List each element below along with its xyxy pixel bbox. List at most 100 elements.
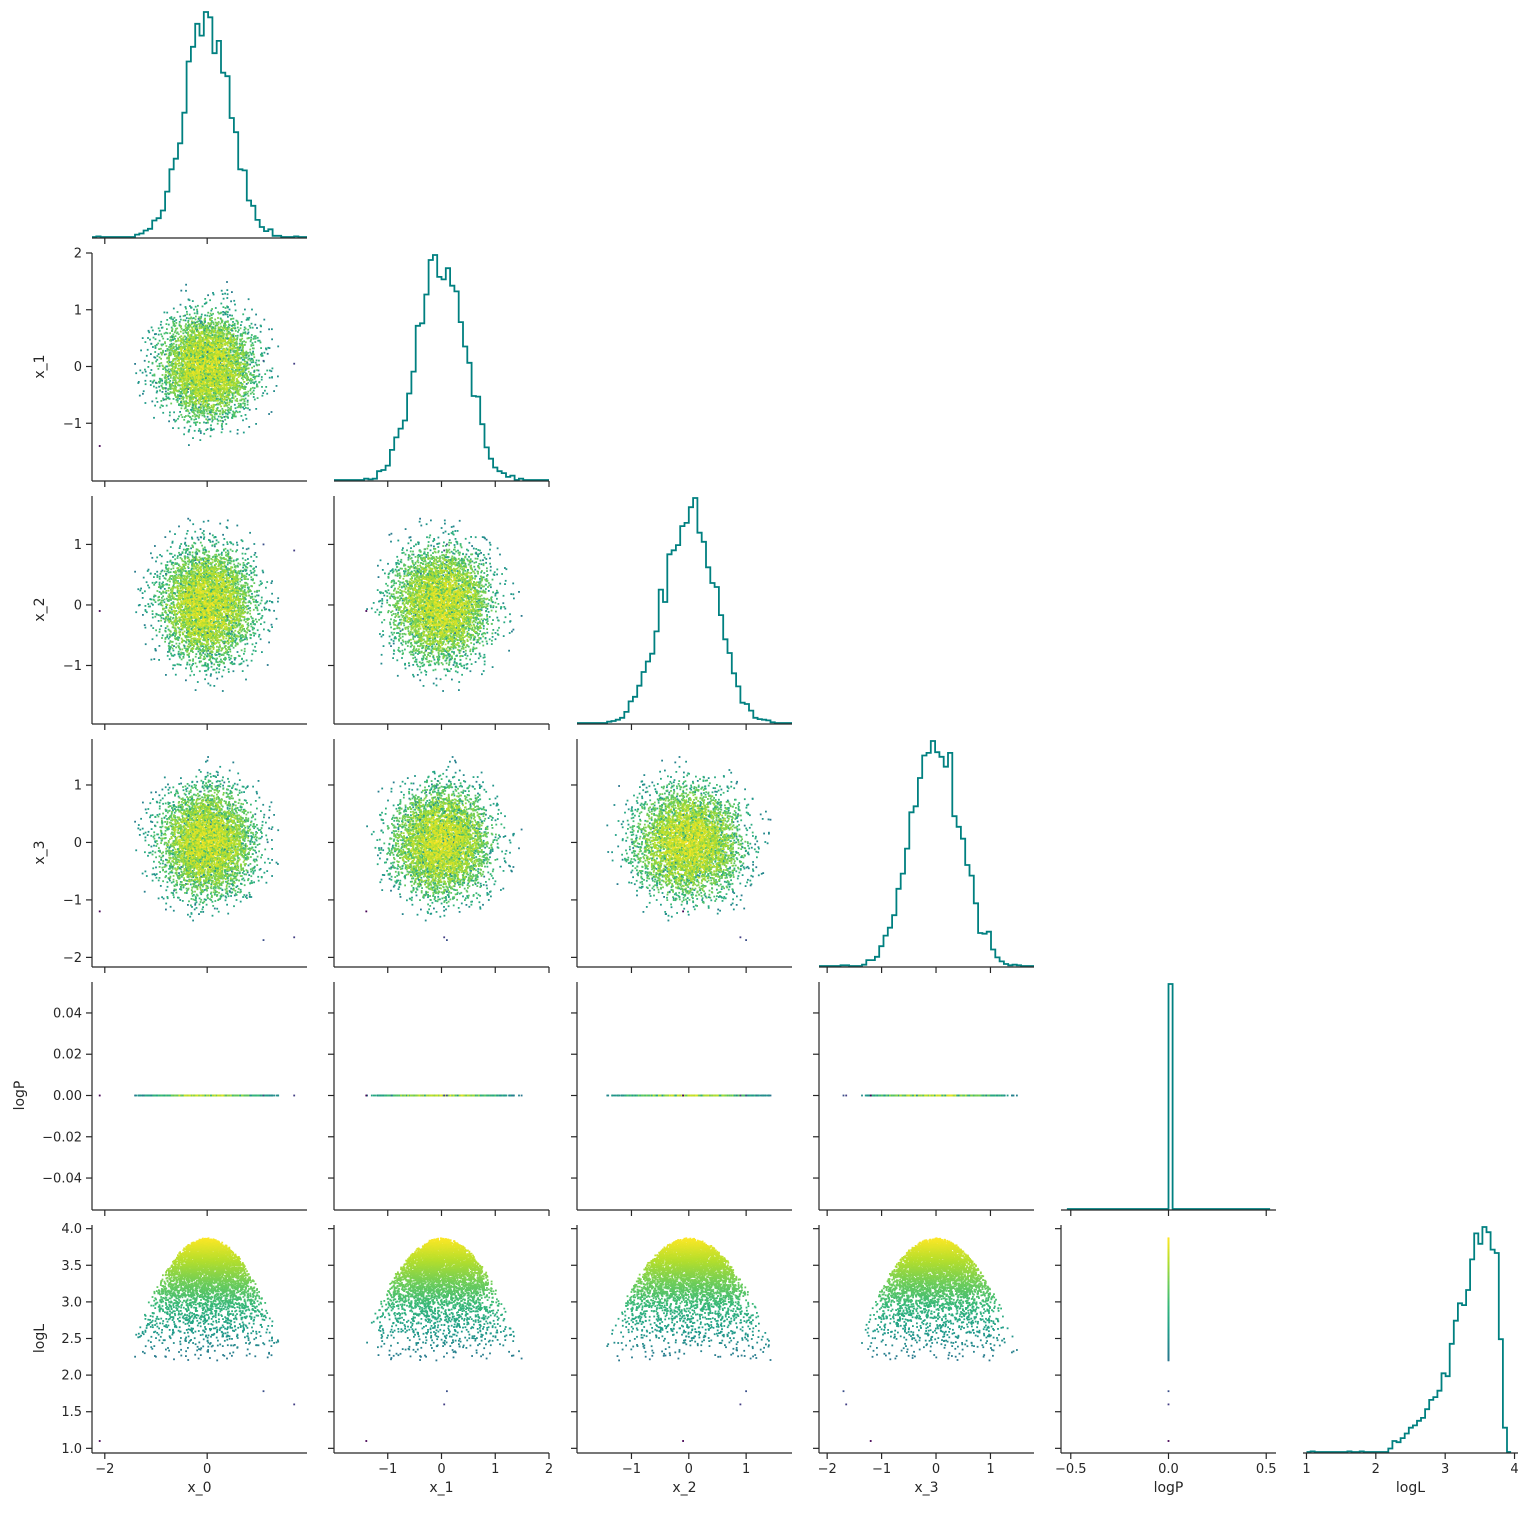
scatter-point [218,416,220,418]
scatter-point [166,312,168,314]
scatter-point [256,327,258,329]
scatter-point [172,334,174,336]
scatter-point [152,382,154,384]
scatter-point [260,342,262,344]
scatter-point [248,355,250,357]
scatter-point [242,313,244,315]
scatter-point [242,419,244,421]
scatter-point [250,393,252,395]
scatter-point [227,413,229,415]
scatter-point [250,337,252,339]
scatter-point [251,323,253,325]
scatter-point [271,338,273,340]
scatter-point [212,292,214,294]
scatter-point [203,433,205,435]
scatter-point [247,401,249,403]
scatter-point [162,352,164,354]
scatter-point [241,415,243,417]
scatter-point [227,345,229,347]
scatter-point [139,370,141,372]
scatter-point [161,354,163,356]
panel-x_0-vs-x_0 [92,12,307,244]
scatter-point [252,347,254,349]
scatter-point [252,387,254,389]
scatter-point [172,382,174,384]
scatter-point [221,290,223,292]
scatter-point [180,319,182,321]
scatter-point [206,315,208,317]
scatter-point [175,328,177,330]
scatter-point [245,414,247,416]
scatter-point [173,411,175,413]
scatter-point [160,333,162,335]
scatter-point [224,419,226,421]
scatter-point [220,303,222,305]
scatter-point [162,338,164,340]
scatter-point [260,325,262,327]
scatter-point [232,414,234,416]
scatter-point [203,422,205,424]
scatter-point [145,341,147,343]
scatter-point [174,338,176,340]
scatter-point [195,424,197,426]
scatter-point [223,298,225,300]
scatter-point [271,376,273,378]
scatter-point [183,419,185,421]
scatter-point [254,378,256,380]
scatter-point [255,408,257,410]
scatter-point [262,395,264,397]
scatter-point [200,432,202,434]
scatter-point [152,346,154,348]
scatter-point [190,425,192,427]
scatter-point [209,392,211,394]
scatter-point [259,381,261,383]
scatter-point [242,359,244,361]
panel-x_1-vs-x_0 [86,253,307,487]
scatter-point [264,352,266,354]
scatter-point [248,332,250,334]
scatter-point [162,374,164,376]
scatter-point [240,327,242,329]
scatter-point [230,398,232,400]
scatter-point [266,370,268,372]
scatter-point [204,321,206,323]
scatter-point [271,328,273,330]
scatter-point [170,392,172,394]
scatter-point [250,339,252,341]
scatter-point [150,353,152,355]
scatter-point [272,368,274,370]
scatter-point [230,300,232,302]
scatter-point [252,351,254,353]
scatter-point [253,338,255,340]
scatter-point [235,416,237,418]
scatter-point [153,417,155,419]
scatter-point [176,344,178,346]
scatter-point [199,414,201,416]
scatter-point [158,386,160,388]
scatter-point [264,373,266,375]
scatter-point [236,320,238,322]
scatter-point [221,417,223,419]
scatter-point [152,330,154,332]
scatter-point [253,390,255,392]
scatter-point [180,343,182,345]
scatter-point [156,387,158,389]
scatter-point [252,392,254,394]
scatter-point [172,385,174,387]
scatter-point [175,330,177,332]
scatter-point [253,396,255,398]
scatter-point [181,328,183,330]
scatter-point [207,312,209,314]
scatter-point [250,327,252,329]
scatter-point [189,403,191,405]
scatter-point [178,416,180,418]
scatter-point [178,333,180,335]
scatter-point [145,371,147,373]
scatter-point [261,379,263,381]
scatter-point [164,354,166,356]
scatter-point [165,395,167,397]
scatter-point [202,415,204,417]
scatter-point [179,323,181,325]
scatter-point [174,374,176,376]
scatter-point [225,409,227,411]
